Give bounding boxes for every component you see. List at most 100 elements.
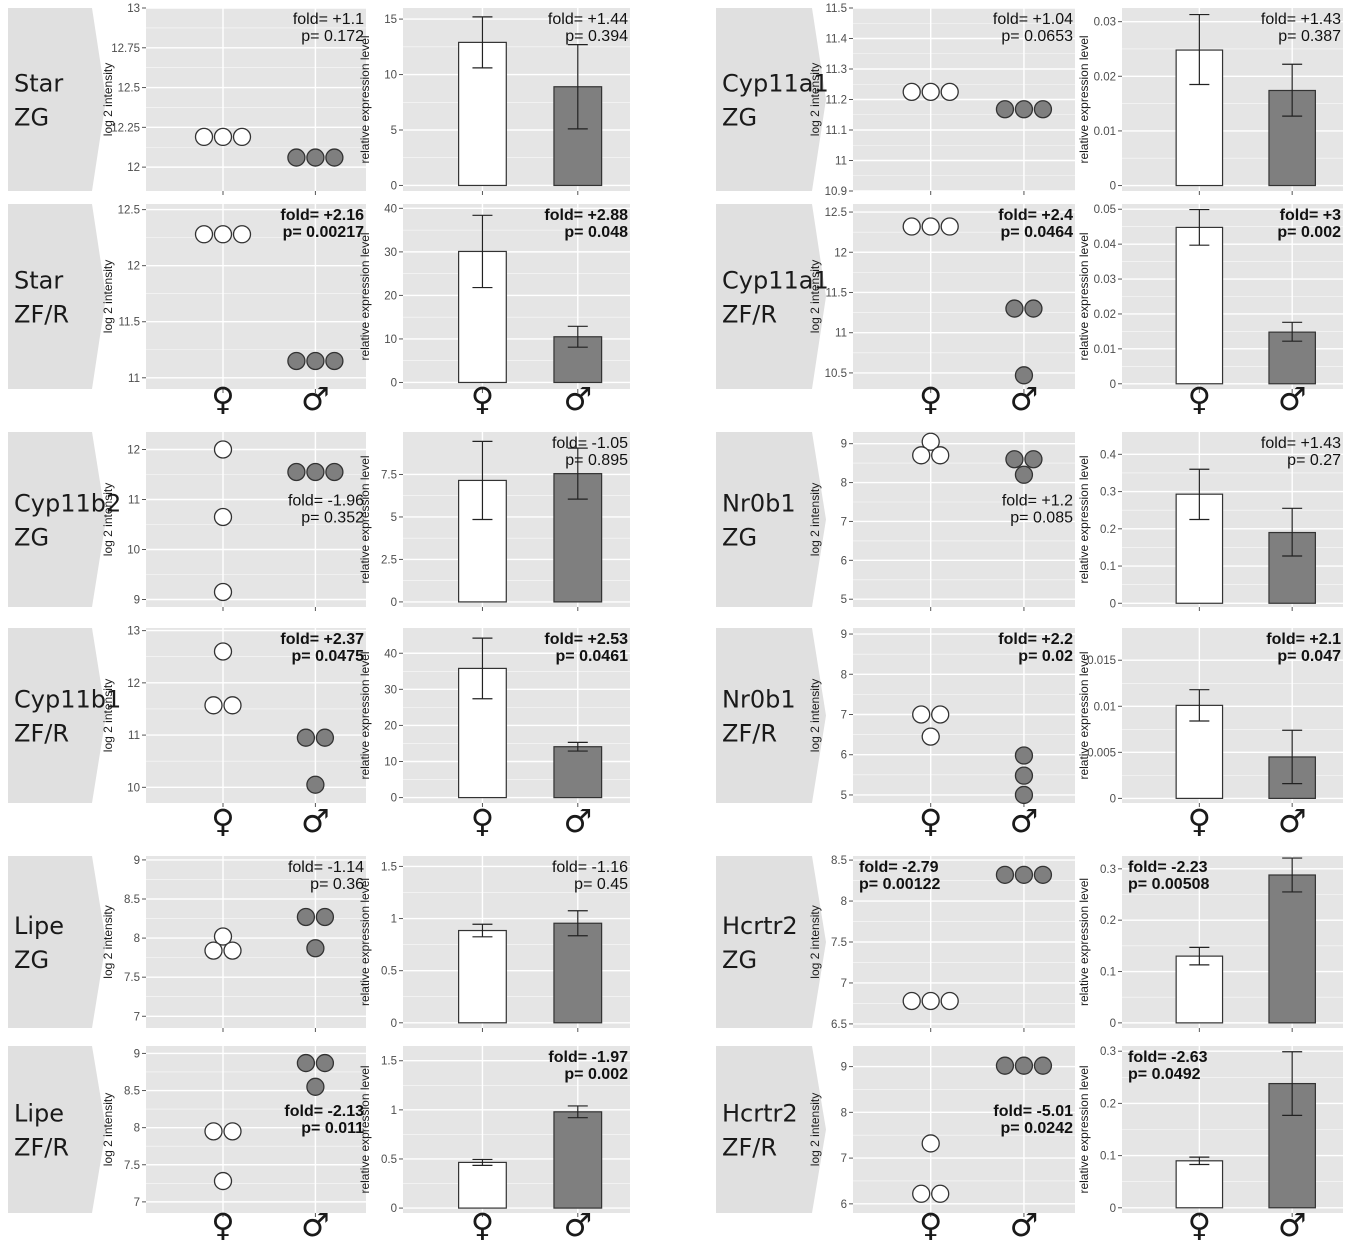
panel-cyp11b1-zfr-bar: 0 10 20 30 40 relative expression level fold= … [358,628,630,807]
panel-cyp11b2-zg-bar-y-axis-label: relative expression level [358,455,372,583]
panel-cyp11b1-zfr-scatter-tick-label: 10 [127,782,140,794]
panel-star-zg-label-tab [8,8,106,191]
panel-star-zg-scatter-tick-label: 12.25 [111,122,140,134]
panel-lipe-zg-male-point [306,939,325,958]
panel-star-zfr-female-point [194,225,214,244]
panel-hcrtr2-zfr-bar-male-symbol: ♂ [1278,1206,1307,1244]
panel-cyp11a1-zg-bar-fold: fold= +1.43 [1261,11,1341,28]
panel-hcrtr2-zg-bar-p: p= 0.00508 [1128,876,1210,893]
panel-hcrtr2-zg-scatter-fold: fold= -2.79 [859,859,939,876]
panel-cyp11b1-zfr-scatter-tick-label: 13 [127,626,140,638]
panel-star-zfr-bar-female-symbol: ♀ [471,380,494,418]
panel-hcrtr2-zfr-scatter-male-symbol: ♂ [1010,1206,1039,1244]
panel-star-zg-bar-tick-label: 5 [391,125,397,137]
panel-cyp11b2-zg-scatter-p: p= 0.352 [301,510,364,527]
panel-star-zg-female-point [213,127,233,147]
panel-hcrtr2-zfr-scatter: 6 7 8 9 log 2 intensity fold= -5.01p= 0.0242 [808,1046,1075,1217]
panel-cyp11b2-zg-bar-tick-label: 0 [391,597,397,609]
panel-cyp11a1-zfr-bar-male-symbol: ♂ [1278,380,1307,418]
panel-lipe-zg-male-errorbar [567,910,588,937]
panel-cyp11a1-zg-scatter-fold: fold= +1.04 [993,11,1073,28]
panel-cyp11a1-zfr-bar-tick-label: 0.01 [1094,344,1116,356]
panel-hcrtr2-zg-gene-name: Hcrtr2 [722,912,798,940]
panel-cyp11b2-zg-label-tab [8,432,106,607]
panel-hcrtr2-zfr-bar: 0 0.1 0.2 0.3 relative expression level fold=… [1077,1046,1343,1217]
panel-lipe-zfr-scatter-tick-label: 7 [134,1197,140,1209]
panel-cyp11a1-zfr-bar-female-symbol: ♀ [1188,380,1211,418]
panel-hcrtr2-zfr-male-point [1014,1056,1034,1075]
panel-cyp11a1-zfr-scatter-tick-label: 10.5 [825,368,847,380]
panel-cyp11b1-zfr-bar-y-axis-label: relative expression level [358,651,372,779]
panel-star-zg-bar-tick-label: 15 [384,14,397,26]
panel-lipe-zfr-male-point [296,1053,316,1073]
panel-nr0b1-zg-label-tab [716,432,826,607]
panel-cyp11b2-zg-bar-tick-label: 7.5 [381,469,397,481]
panel-cyp11a1-zfr-bar-tick-label: 0.05 [1094,204,1116,216]
panel-star-zfr-male-point [306,351,325,371]
panel-cyp11b1-zfr-bar-p: p= 0.0461 [556,648,629,665]
panel-cyp11a1-zfr-bar-tick-label: 0.03 [1094,274,1116,286]
panel-hcrtr2-zg-bar: 0 0.1 0.2 0.3 relative expression level fold=… [1077,856,1343,1032]
panel-cyp11b2-zg-scatter-gridlines [146,448,366,601]
panel-cyp11b2-zg: Cyp11b2 ZG 9 10 11 12 log 2 intensity fold= -1.… [8,432,630,611]
panel-hcrtr2-zfr-label-tab [716,1046,826,1213]
panel-cyp11a1-zg-male-point [1014,100,1034,119]
panel-star-zfr-scatter-tick-label: 12.5 [118,205,140,217]
panel-cyp11a1-zg-gene-name: Cyp11a1 [722,70,829,98]
panel-star-zfr-scatter-female-symbol: ♀ [211,380,234,418]
panel-star-zfr-scatter-fold: fold= +2.16 [280,207,364,224]
panel-hcrtr2-zfr: Hcrtr2 ZF/R 6 7 8 9 log 2 intensity fold= -5.01… [716,1046,1343,1244]
panel-cyp11b2-zg-bar: 0 2.5 5 7.5 relative expression level fold= -… [358,432,630,611]
panel-lipe-zfr-bar: 0 0.5 1 1.5 relative expression level fold= -… [358,1046,630,1217]
panel-lipe-zfr-male-point [306,1077,325,1096]
panel-nr0b1-zg-female-point [921,432,940,451]
panel-star-zfr-bar-p: p= 0.048 [564,224,628,241]
panel-lipe-zg-scatter-tick-label: 9 [134,855,140,867]
panel-cyp11b2-zg-scatter-tick-label: 12 [127,445,140,457]
panel-nr0b1-zg-scatter-p: p= 0.085 [1010,510,1073,527]
panel-cyp11b1-zfr-scatter-y-axis-label: log 2 intensity [101,679,115,752]
panel-lipe-zfr: Lipe ZF/R 7 7.5 8 8.5 9 log 2 intensity fold= -2… [8,1046,630,1244]
panel-lipe-zg-bar-fold: fold= -1.16 [552,859,628,876]
panel-nr0b1-zfr-gene-name: Nr0b1 [722,686,796,714]
panel-lipe-zg-bar-y-axis-label: relative expression level [358,878,372,1006]
panel-lipe-zg-male-point [296,907,316,927]
panel-nr0b1-zfr-scatter-gridlines [853,633,1075,796]
panel-lipe-zfr-gene-name: Lipe [14,1100,64,1128]
panel-nr0b1-zg-scatter-y-axis-label: log 2 intensity [808,483,822,556]
panel-lipe-zg-bar-p: p= 0.45 [574,876,628,893]
panel-cyp11a1-zfr-male-point [1014,366,1034,385]
panel-cyp11a1-zg-female-errorbar [1189,13,1210,86]
panel-lipe-zg-scatter: 7 7.5 8 8.5 9 log 2 intensity fold= -1.14p= 0.… [101,855,366,1032]
panel-nr0b1-zfr-zone-name: ZF/R [722,720,777,748]
panel-cyp11b2-zg-scatter-tick-label: 9 [134,595,140,607]
panel-nr0b1-zfr-bar-tick-label: 0.01 [1094,701,1116,713]
panel-lipe-zfr-bar-tick-label: 1 [391,1105,397,1117]
panel-lipe-zg-bar-tick-label: 1 [391,914,397,926]
panel-cyp11b1-zfr-scatter-fold: fold= +2.37 [280,631,364,648]
panel-hcrtr2-zg-female-point [921,991,940,1011]
panel-star-zfr-bar-tick-label: 20 [384,290,397,302]
panel-nr0b1-zfr-scatter: 5 6 7 8 9 log 2 intensity fold= +2.2p= 0.02 [808,628,1075,807]
panel-star-zfr-male-point [325,351,344,371]
panel-lipe-zfr-zone-name: ZF/R [14,1134,69,1162]
panel-hcrtr2-zfr-bar-tick-label: 0.1 [1100,1151,1116,1163]
panel-lipe-zg-label-tab [8,856,106,1028]
panel-lipe-zfr-scatter-background [146,1046,366,1213]
panel-lipe-zfr-bar-fold: fold= -1.97 [548,1049,628,1066]
panel-cyp11b2-zg-gene-name: Cyp11b2 [14,490,121,518]
panel-nr0b1-zg-male-point [1014,465,1034,484]
panel-nr0b1-zfr-male-errorbar [1282,729,1303,785]
panel-nr0b1-zfr-male-point [1014,746,1034,765]
panel-star-zg-scatter-gridlines [146,7,366,168]
panel-star-zg-scatter: 12 12.25 12.5 12.75 13 log 2 intensity fold= +… [101,3,366,195]
panel-cyp11b1-zfr-scatter-male-symbol: ♂ [301,802,330,840]
panel-cyp11b2-zg-bar-tick-label: 2.5 [381,554,397,566]
panel-star-zg-male-point [325,148,344,167]
panel-hcrtr2-zfr-male-errorbar [1282,1051,1303,1117]
panel-nr0b1-zfr-scatter-female-symbol: ♀ [919,802,942,840]
panel-nr0b1-zg-bar-tick-label: 0 [1110,598,1116,610]
